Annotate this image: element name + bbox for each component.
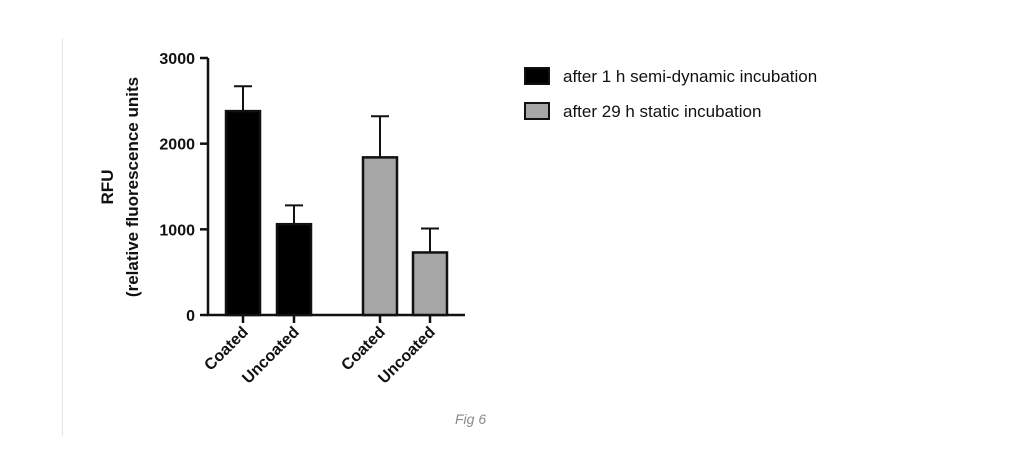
legend-swatch — [524, 67, 550, 85]
y-tick-label: 1000 — [159, 222, 195, 239]
y-axis-title: RFU (relative fluorescence units — [98, 77, 142, 297]
y-axis-label-line2: (relative fluorescence units — [123, 77, 142, 297]
page-left-rule — [62, 38, 63, 436]
y-tick-label: 3000 — [159, 51, 195, 68]
bar — [224, 109, 262, 317]
bar — [361, 156, 399, 317]
y-tick-label: 0 — [186, 308, 195, 325]
bar — [411, 251, 449, 317]
bar-group — [361, 115, 399, 323]
legend-label: after 29 h static incubation — [563, 102, 761, 121]
chart-legend: after 1 h semi-dynamic incubation after 2… — [524, 67, 817, 121]
legend-swatch — [524, 102, 550, 120]
figure-caption: Fig 6 — [455, 411, 486, 427]
x-tick-label: Coated — [338, 324, 388, 374]
y-tick-label: 2000 — [159, 137, 195, 154]
legend-item: after 29 h static incubation — [524, 102, 761, 121]
legend-item: after 1 h semi-dynamic incubation — [524, 67, 817, 86]
x-tick-label: Coated — [201, 324, 251, 374]
y-tick-labels: 0 1000 2000 3000 — [159, 51, 195, 325]
bar — [275, 222, 313, 317]
y-axis-label-line1: RFU — [98, 170, 117, 205]
bar-group — [224, 85, 262, 323]
bar-group — [275, 204, 313, 323]
bar-group — [411, 227, 449, 323]
chart-bars — [224, 85, 449, 323]
legend-label: after 1 h semi-dynamic incubation — [563, 67, 817, 86]
